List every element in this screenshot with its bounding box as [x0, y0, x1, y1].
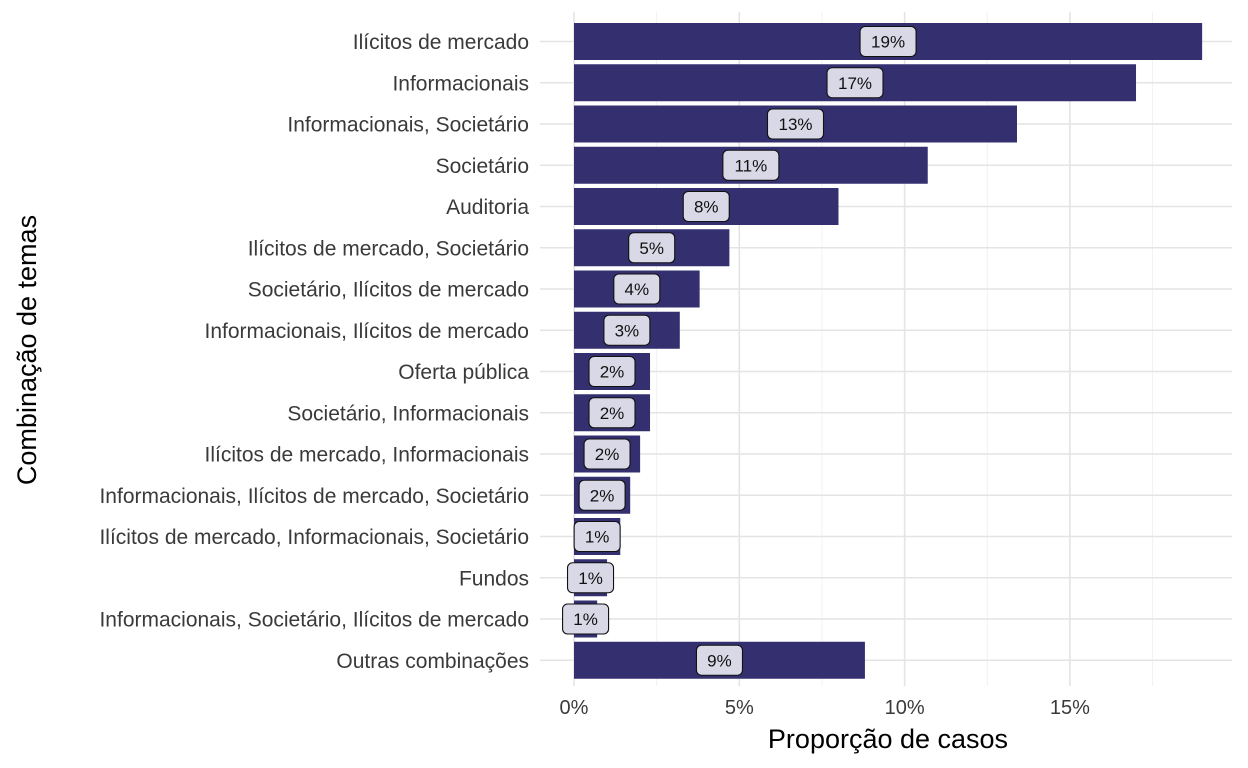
data-label-box	[578, 479, 626, 511]
data-label: 13%	[766, 108, 825, 140]
data-label: 5%	[628, 232, 676, 264]
data-label: 17%	[826, 67, 884, 99]
category-label: Informacionais	[392, 72, 529, 95]
category-label: Ilícitos de mercado, Informacionais, Soc…	[99, 526, 529, 549]
x-tick-label: 0%	[560, 697, 589, 719]
data-label-text: 4%	[625, 280, 650, 299]
category-label: Outras combinações	[336, 650, 529, 673]
category-label: Informacionais, Ilícitos de mercado, Soc…	[99, 485, 529, 508]
data-label: 2%	[578, 479, 626, 511]
data-label-text: 17%	[838, 74, 872, 93]
data-label: 2%	[588, 397, 636, 429]
data-label-box	[588, 397, 636, 429]
category-label: Societário	[436, 155, 529, 178]
data-label: 2%	[583, 438, 631, 470]
data-labels: 19% 17% 13% 11% 8% 5% 4% 3% 2% 2% 2% 2% 1% 1% 1% 9%	[562, 25, 917, 676]
data-label: 3%	[603, 314, 651, 346]
data-label-text: 1%	[578, 569, 603, 588]
data-label: 9%	[695, 644, 744, 676]
data-label-text: 8%	[694, 198, 719, 217]
data-label: 1%	[562, 603, 610, 635]
data-label-box	[603, 314, 651, 346]
category-labels: Ilícitos de mercado Informacionais Informa…	[99, 31, 529, 673]
data-label-box	[722, 149, 780, 181]
category-label: Ilícitos de mercado, Societário	[248, 237, 529, 260]
data-label: 8%	[682, 190, 730, 223]
data-label: 2%	[588, 355, 636, 388]
data-label: 1%	[566, 562, 615, 594]
x-tick-label: 10%	[885, 697, 925, 719]
x-tick-labels: 0% 5% 10% 15%	[560, 697, 1091, 719]
category-label: Informacionais, Societário	[287, 114, 529, 137]
data-label-box	[766, 108, 825, 140]
data-label-text: 2%	[600, 404, 625, 423]
data-label-box	[613, 273, 661, 305]
data-label-text: 19%	[871, 33, 905, 52]
data-label-text: 3%	[615, 321, 640, 340]
data-label-text: 2%	[600, 363, 625, 382]
data-label-text: 11%	[734, 156, 767, 175]
data-label-text: 1%	[585, 528, 610, 547]
data-label-box	[566, 562, 615, 594]
y-axis-title: Combinação de temas	[12, 215, 42, 485]
data-label-text: 2%	[590, 486, 615, 505]
category-label: Informacionais, Societário, Ilícitos de …	[99, 609, 529, 632]
data-label-text: 5%	[639, 239, 664, 258]
bars	[574, 23, 1203, 679]
data-label: 1%	[573, 520, 621, 553]
data-label-box	[682, 190, 730, 223]
category-label: Societário, Informacionais	[287, 402, 529, 425]
data-label: 4%	[613, 273, 661, 305]
category-label: Ilícitos de mercado, Informacionais	[205, 444, 529, 467]
category-label: Ilícitos de mercado	[353, 31, 529, 54]
data-label-text: 13%	[778, 115, 812, 134]
x-tick-label: 5%	[725, 697, 754, 719]
data-label-text: 9%	[707, 651, 732, 670]
data-label-box	[628, 232, 676, 264]
data-label-box	[562, 603, 610, 635]
category-label: Fundos	[459, 567, 529, 590]
data-label-text: 2%	[595, 445, 620, 464]
data-label: 11%	[722, 149, 780, 181]
data-label-box	[588, 355, 636, 388]
category-label: Informacionais, Ilícitos de mercado	[205, 320, 529, 343]
data-label-text: 1%	[573, 610, 598, 629]
data-label-box	[583, 438, 631, 470]
data-label-box	[859, 25, 917, 58]
data-label-box	[573, 520, 621, 553]
category-label: Societário, Ilícitos de mercado	[248, 279, 529, 302]
x-axis-title: Proporção de casos	[768, 724, 1008, 754]
data-label: 19%	[859, 25, 917, 58]
data-label-box	[695, 644, 744, 676]
category-label: Auditoria	[446, 196, 529, 219]
x-tick-label: 15%	[1050, 697, 1090, 719]
category-label: Oferta pública	[398, 361, 529, 384]
data-label-box	[826, 67, 884, 99]
